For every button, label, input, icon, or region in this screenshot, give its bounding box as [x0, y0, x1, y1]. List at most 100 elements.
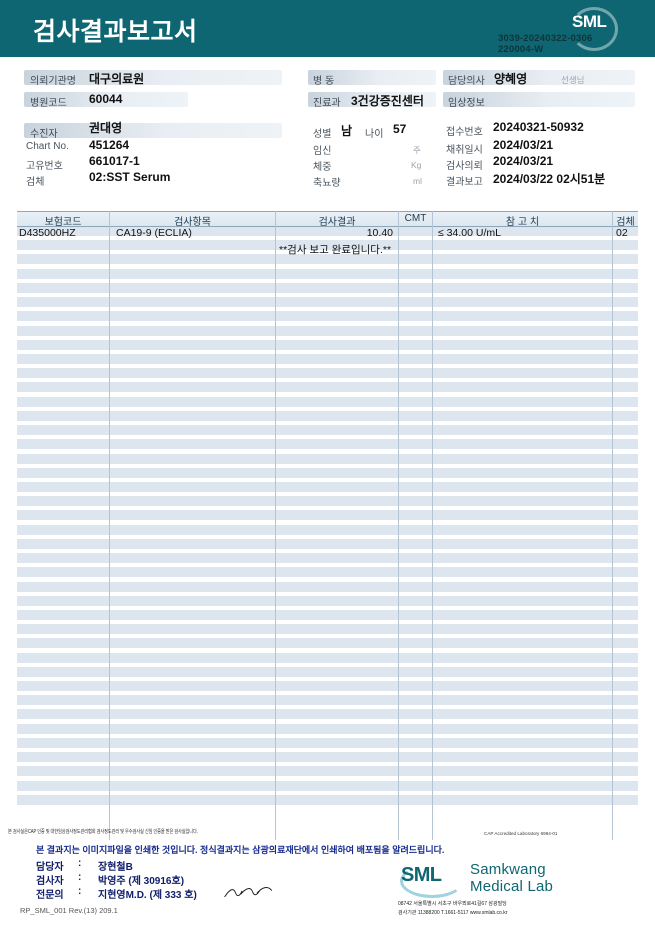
page-title: 검사결과보고서 — [33, 18, 198, 46]
column-header-cmt: CMT — [404, 213, 427, 224]
signature-role-specialist: 전문의 — [36, 890, 64, 901]
results-table: 보험코드 검사항목 검사결과 CMT 참 고 치 검체 D435000HZ CA… — [17, 211, 638, 840]
sml-logo-text: SML — [572, 12, 607, 31]
table-divider-5 — [612, 211, 613, 840]
cell-code: D435000HZ — [19, 227, 76, 239]
signature-role-handler: 담당자 — [36, 862, 64, 873]
ward-label: 병 동 — [313, 76, 335, 87]
table-header-row: 보험코드 검사항목 검사결과 CMT 참 고 치 검체 — [17, 211, 638, 228]
table-row-stripe — [17, 311, 638, 322]
hospital-code-label: 병원코드 — [30, 98, 67, 109]
ward-chip — [308, 70, 436, 85]
barcode-line-1: 3039-20240322-0306 — [498, 33, 593, 44]
barcode-line-2: 220004-W — [498, 44, 544, 55]
table-row-stripe — [17, 353, 638, 364]
signature-colon-handler: : — [78, 858, 82, 869]
cell-reference: ≤ 34.00 U/mL — [438, 227, 501, 239]
column-header-specimen: 검체 — [616, 217, 635, 228]
clinical-info-chip — [443, 92, 635, 107]
institution-label: 의뢰기관명 — [30, 76, 76, 87]
lab-address-line-2: 검사기관 11388200 T.1661-5117 www.smlab.co.k… — [398, 910, 508, 916]
table-row-stripe — [17, 496, 638, 507]
revision-code: RP_SML_001 Rev.(13) 209.1 — [20, 906, 118, 915]
table-row-stripe — [17, 240, 638, 251]
table-row-stripe — [17, 624, 638, 635]
clinical-info-label: 임상정보 — [448, 98, 485, 109]
table-row-stripe — [17, 752, 638, 763]
patient-value: 권대영 — [89, 121, 123, 135]
lab-footer-logo: SML Samkwang Medical Lab 08742 서울특별시 서초구… — [398, 860, 648, 920]
column-header-reference: 참 고 치 — [505, 217, 540, 228]
doctor-label: 담당의사 — [448, 76, 485, 87]
column-header-result: 검사결과 — [318, 217, 356, 228]
pregnancy-label: 임신 — [313, 146, 332, 157]
unique-no-label: 고유번호 — [26, 161, 63, 172]
table-row-stripe — [17, 581, 638, 592]
lab-address-line-1: 08742 서울특별시 서초구 바우뫼로41길67 삼광빌딩 — [398, 901, 507, 907]
patient-label: 수진자 — [30, 129, 58, 140]
lab-logo-mark: SML — [401, 864, 442, 886]
completion-note: **검사 보고 완료입니다.** — [279, 244, 392, 256]
signature-role-tester: 검사자 — [36, 876, 64, 887]
table-row-stripe — [17, 609, 638, 620]
table-row-stripe — [17, 226, 638, 236]
requested-date-value: 2024/03/21 — [493, 154, 554, 168]
institution-chip — [24, 70, 282, 85]
table-row-stripe — [17, 268, 638, 279]
table-row-stripe — [17, 794, 638, 805]
patient-chip — [24, 123, 282, 138]
pregnancy-unit: 주 — [413, 145, 421, 155]
sex-label: 성별 — [313, 129, 332, 140]
lab-name-line-1: Samkwang — [470, 861, 546, 878]
urine-volume-unit: ml — [413, 176, 422, 186]
table-row-stripe — [17, 538, 638, 549]
table-row-stripe — [17, 553, 638, 564]
table-row-stripe — [17, 723, 638, 734]
department-chip — [308, 92, 436, 107]
table-row-stripe — [17, 453, 638, 464]
table-row-stripe — [17, 510, 638, 521]
table-row-stripe — [17, 481, 638, 492]
signature-colon-specialist: : — [78, 886, 82, 897]
table-divider-1 — [109, 211, 110, 840]
collected-date-value: 2024/03/21 — [493, 138, 554, 152]
cap-accreditation-note: CAP Accredited Laboratory 6994-01 — [484, 831, 558, 836]
table-row-stripe — [17, 737, 638, 748]
collected-date-label: 채취일시 — [446, 145, 483, 156]
table-row-stripe — [17, 666, 638, 677]
table-row-stripe — [17, 254, 638, 265]
hospital-code-value: 60044 — [89, 92, 123, 106]
age-label: 나이 — [365, 129, 384, 140]
table-divider-4 — [432, 211, 433, 840]
table-row-stripe — [17, 709, 638, 720]
table-row-stripe — [17, 567, 638, 578]
receipt-no-label: 접수번호 — [446, 127, 483, 138]
table-divider-2 — [275, 211, 276, 840]
patient-info-band: 의뢰기관명 대구의료원 병원코드 60044 수진자 권대영 Chart No.… — [0, 57, 655, 205]
table-row-stripes — [17, 226, 638, 839]
chart-no-value: 451264 — [89, 138, 130, 152]
table-row-stripe — [17, 368, 638, 379]
doctor-suffix: 선생님 — [561, 75, 585, 85]
table-row-stripe — [17, 695, 638, 706]
table-row-stripe — [17, 439, 638, 450]
chart-no-label: Chart No. — [26, 141, 69, 152]
table-divider-3 — [398, 211, 399, 840]
department-value: 3건강증진센터 — [351, 94, 424, 108]
table-row-stripe — [17, 297, 638, 308]
signature-name-tester: 박영주 (제 30916호) — [98, 876, 185, 887]
doctor-chip — [443, 70, 635, 85]
column-header-code: 보험코드 — [44, 217, 82, 228]
table-row-stripe — [17, 410, 638, 421]
table-row-stripe — [17, 780, 638, 791]
reported-date-value: 2024/03/22 02시51분 — [493, 172, 606, 186]
table-row-stripe — [17, 396, 638, 407]
table-row-stripe — [17, 595, 638, 606]
accreditation-micro-notice: 본 검사실은CAP 인증 및 대한임상검사정도관리협회 검사정도관리 및 우수검… — [8, 828, 198, 835]
report-header-banner: 검사결과보고서 SML 3039-20240322-0306 220004-W — [0, 0, 655, 57]
doctor-value: 양혜영 — [494, 72, 528, 86]
cell-specimen: 02 — [616, 227, 628, 239]
cell-result: 10.40 — [366, 227, 393, 239]
age-value: 57 — [393, 122, 407, 136]
table-row-stripe — [17, 524, 638, 535]
